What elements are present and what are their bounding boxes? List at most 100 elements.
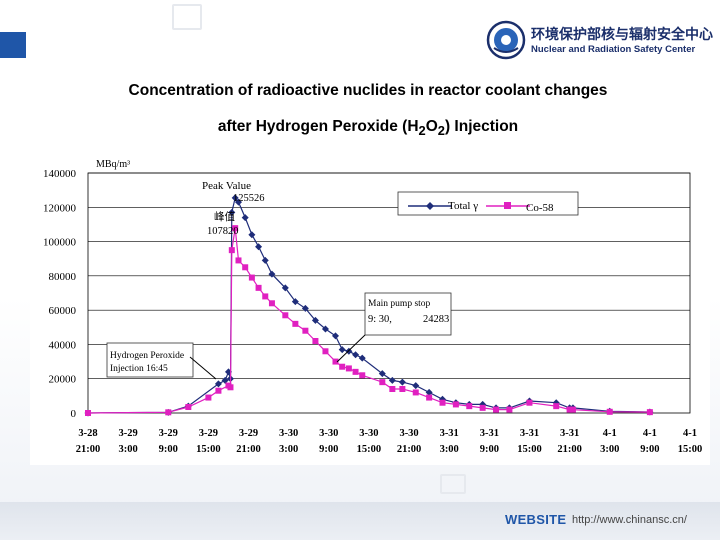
data-point-total-gamma <box>321 325 329 333</box>
data-point-co58 <box>553 403 560 410</box>
emblem-icon <box>486 20 526 60</box>
x-tick-date: 3-29 <box>239 428 258 439</box>
x-tick-date: 4-1 <box>643 428 657 439</box>
x-tick-time: 21:00 <box>236 444 260 455</box>
x-tick-time: 9:00 <box>159 444 178 455</box>
x-tick-time: 15:00 <box>678 444 703 455</box>
data-point-co58 <box>345 365 352 372</box>
data-point-co58 <box>262 293 269 300</box>
x-tick-date: 3-30 <box>399 428 418 439</box>
org-name-cn: 环境保护部核与辐射安全中心 <box>531 26 713 42</box>
x-tick-date: 3-28 <box>78 428 97 439</box>
x-tick-date: 3-31 <box>520 428 539 439</box>
data-point-co58 <box>282 312 289 319</box>
nuclide-concentration-chart: 140000120000100000800006000040000200000 … <box>30 155 710 465</box>
x-tick-time: 9:00 <box>319 444 338 455</box>
x-tick-date: 3-30 <box>319 428 338 439</box>
data-point-total-gamma <box>311 316 319 324</box>
pump-stop-label: Main pump stop <box>368 299 431 309</box>
pump-stop-time: 9: 30, <box>368 314 392 325</box>
y-tick-label: 140000 <box>43 168 77 180</box>
data-point-co58 <box>359 372 366 379</box>
data-point-total-gamma <box>338 346 346 354</box>
data-point-co58 <box>232 225 239 232</box>
pump-stop-arrow <box>336 334 366 363</box>
footer-website-label: WEBSITE <box>505 512 567 527</box>
peak-annotation: Peak Value 125526 峰值 107820 <box>202 180 265 237</box>
legend: Total γ Co-58 <box>397 191 579 216</box>
data-point-total-gamma <box>345 347 353 355</box>
data-point-total-gamma <box>388 376 396 384</box>
x-tick-date: 4-1 <box>683 428 697 439</box>
data-point-co58 <box>165 409 172 416</box>
page-title: Concentration of radioactive nuclides in… <box>128 82 608 99</box>
data-point-co58 <box>255 284 262 291</box>
pump-stop-annotation: Main pump stop 9: 30, 24283 <box>336 292 452 363</box>
data-point-total-gamma <box>214 380 222 388</box>
legend-label-co58: Co-58 <box>526 202 554 214</box>
data-point-co58 <box>248 274 255 281</box>
data-point-co58 <box>339 363 346 370</box>
x-tick-time: 9:00 <box>480 444 499 455</box>
x-tick-time: 21:00 <box>397 444 422 455</box>
peak-value-label: 125526 <box>233 193 265 204</box>
x-tick-date: 3-31 <box>560 428 579 439</box>
data-point-co58 <box>185 404 192 410</box>
data-point-total-gamma <box>479 400 487 408</box>
y-tick-label: 40000 <box>49 339 77 351</box>
footer-website-url[interactable]: http://www.chinansc.cn/ <box>572 514 687 526</box>
data-point-total-gamma <box>221 376 229 384</box>
data-point-total-gamma <box>358 354 366 362</box>
data-point-total-gamma <box>241 214 249 222</box>
data-point-total-gamma <box>412 382 420 390</box>
data-point-co58 <box>646 409 653 416</box>
peak-label: Peak Value <box>202 180 251 192</box>
data-point-total-gamma <box>352 351 360 359</box>
x-tick-time: 3:00 <box>440 444 459 455</box>
x-tick-date: 4-1 <box>603 428 617 439</box>
data-point-co58 <box>569 406 576 413</box>
data-point-co58 <box>302 327 309 334</box>
data-point-total-gamma <box>425 388 433 396</box>
x-tick-date: 3-29 <box>119 428 138 439</box>
co58-peak-value-label: 107820 <box>207 226 239 237</box>
x-tick-date: 3-31 <box>440 428 459 439</box>
x-tick-time: 3:00 <box>600 444 619 455</box>
data-point-total-gamma <box>248 231 256 239</box>
data-point-total-gamma <box>291 298 299 306</box>
org-name-en: Nuclear and Radiation Safety Center <box>531 44 696 55</box>
data-point-total-gamma <box>552 399 560 407</box>
data-point-co58 <box>227 384 234 391</box>
data-point-co58 <box>85 410 91 416</box>
x-tick-time: 15:00 <box>517 444 542 455</box>
x-tick-time: 15:00 <box>196 444 221 455</box>
legend-marker-total <box>426 202 434 210</box>
y-tick-label: 0 <box>71 408 77 420</box>
injection-label-line2: Injection 16:45 <box>110 364 168 374</box>
x-tick-date: 3-30 <box>359 428 378 439</box>
injection-label-line1: Hydrogen Peroxide <box>110 351 184 361</box>
x-tick-date: 3-30 <box>279 428 298 439</box>
y-tick-label: 60000 <box>49 305 77 317</box>
data-point-total-gamma <box>235 198 242 206</box>
decor-square <box>440 474 466 494</box>
injection-annotation: Hydrogen Peroxide Injection 16:45 <box>106 342 217 380</box>
data-point-total-gamma <box>268 270 276 278</box>
data-point-total-gamma <box>261 256 269 264</box>
x-tick-time: 21:00 <box>76 444 101 455</box>
data-point-co58 <box>228 247 235 254</box>
data-point-co58 <box>452 401 459 408</box>
data-point-co58 <box>506 406 513 413</box>
data-point-co58 <box>242 264 249 271</box>
x-tick-time: 3:00 <box>119 444 138 455</box>
data-point-total-gamma <box>301 304 309 312</box>
data-point-co58 <box>389 386 396 392</box>
data-point-co58 <box>268 300 275 307</box>
data-point-co58 <box>606 408 613 415</box>
data-point-co58 <box>379 379 386 386</box>
data-point-co58 <box>292 320 299 327</box>
peak-cn-label: 峰值 <box>214 210 235 223</box>
y-tick-label: 100000 <box>43 237 77 249</box>
x-tick-date: 3-29 <box>199 428 218 439</box>
data-point-co58 <box>322 348 329 355</box>
